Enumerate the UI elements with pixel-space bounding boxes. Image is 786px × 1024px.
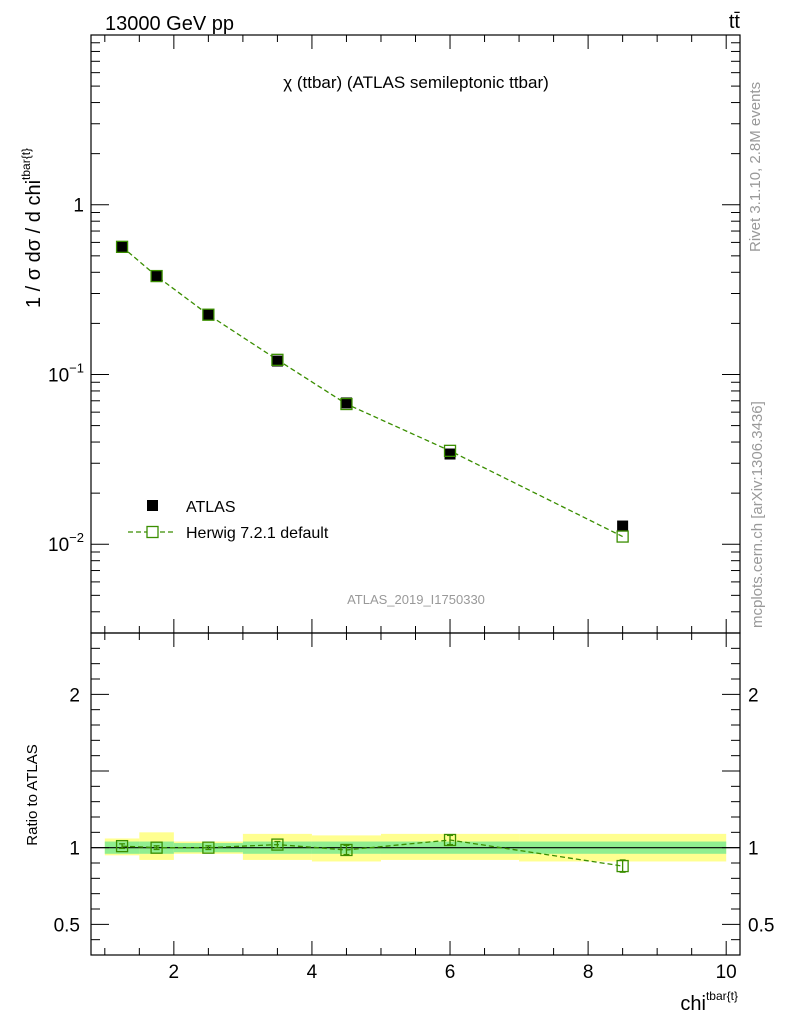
atlas-data-point <box>116 241 128 253</box>
mcplots-label: mcplots.cern.ch [arXiv:1306.3436] <box>749 401 766 628</box>
ratio-y-axis-label: Ratio to ATLAS <box>24 744 41 845</box>
svg-text:chitbar{t}: chitbar{t} <box>680 989 738 1015</box>
ratio-y-tick-label: 0.5 <box>54 915 80 936</box>
legend-marker-atlas <box>147 500 158 511</box>
main-series <box>115 240 629 543</box>
ratio-frame <box>90 632 741 956</box>
x-label-text: chi <box>680 993 706 1015</box>
herwig-point <box>202 308 215 321</box>
atlas-data-point <box>202 309 214 321</box>
main-y-axis-label: 1 / σ dσ / d chitbar{t} <box>19 148 45 308</box>
main-y-tick-label-base: 10 <box>48 535 69 556</box>
main-y-tick-label-base: 10 <box>48 365 69 386</box>
ratio-x-tick-labels: 2 4 6 8 10 <box>169 962 737 983</box>
ratio-y-tick-label: 1 <box>69 839 80 860</box>
process-label: tt̄ <box>729 11 741 33</box>
main-y-tick-labels: 10−210−11 <box>48 196 84 556</box>
main-panel: χ (ttbar) (ATLAS semileptonic ttbar) ATL… <box>19 34 741 634</box>
main-y-label-text: 1 / σ dσ / d chi <box>23 180 45 308</box>
atlas-data-point <box>151 270 163 282</box>
atlas-data-point <box>617 520 629 532</box>
legend-marker-herwig <box>146 525 159 539</box>
ratio-y-tick-label-right: 1 <box>748 839 759 860</box>
ratio-uncertainty-bands <box>91 832 740 862</box>
x-tick-label: 2 <box>169 962 180 983</box>
ratio-herwig-point <box>616 859 629 873</box>
herwig-point <box>443 444 457 457</box>
ratio-herwig-point <box>443 833 457 847</box>
main-frame <box>90 34 741 634</box>
atlas-data-point <box>444 448 456 460</box>
atlas-data-point <box>271 355 283 367</box>
main-y-tick-label-exp: −1 <box>69 360 84 375</box>
legend-label-herwig: Herwig 7.2.1 default <box>186 525 329 542</box>
ratio-herwig-point <box>115 839 129 853</box>
x-label-sup: tbar{t} <box>706 989 738 1003</box>
x-tick-label: 8 <box>583 962 594 983</box>
herwig-point <box>271 353 284 366</box>
main-y-tick-label-base: 1 <box>73 196 84 217</box>
ratio-y-tick-label-right: 2 <box>748 685 759 706</box>
rivet-version-label: Rivet 3.1.10, 2.8M events <box>747 82 764 252</box>
legend-label-atlas: ATLAS <box>186 499 236 516</box>
svg-text:1 / σ dσ / d chitbar{t}: 1 / σ dσ / d chitbar{t} <box>19 148 45 308</box>
main-title: χ (ttbar) (ATLAS semileptonic ttbar) <box>283 73 549 92</box>
herwig-point <box>115 240 129 253</box>
energy-label: 13000 GeV pp <box>105 13 234 35</box>
ratio-herwig-point <box>340 843 353 857</box>
main-y-tick-label: 10−2 <box>48 530 84 556</box>
x-tick-label: 4 <box>307 962 318 983</box>
ratio-axis-ticks <box>91 633 740 955</box>
ratio-y-tick-label: 2 <box>69 685 80 706</box>
ratio-herwig-point <box>202 841 215 854</box>
ratio-herwig-point <box>150 841 163 854</box>
main-y-tick-label-exp: −2 <box>69 530 84 545</box>
legend: ATLAS Herwig 7.2.1 default <box>128 499 329 542</box>
x-axis-label: chitbar{t} <box>680 989 738 1015</box>
ratio-y-tick-label-right: 0.5 <box>748 915 774 936</box>
herwig-point <box>150 269 163 283</box>
main-y-tick-label: 10−1 <box>48 360 84 386</box>
analysis-watermark: ATLAS_2019_I1750330 <box>347 592 485 607</box>
ratio-herwig-point <box>271 838 284 851</box>
ratio-series <box>115 833 629 873</box>
atlas-data-point <box>340 397 352 409</box>
main-y-tick-label: 1 <box>73 196 84 217</box>
x-tick-label: 6 <box>445 962 456 983</box>
ratio-y-tick-labels: 0.5 0.5 1 1 2 2 <box>54 685 775 936</box>
ratio-panel: Ratio to ATLAS 0.5 0.5 1 1 2 2 2 4 6 8 10 chitbar… <box>24 632 775 1015</box>
herwig-line <box>121 246 623 538</box>
herwig-point <box>616 530 629 543</box>
x-tick-label: 10 <box>716 962 737 983</box>
main-y-label-sup: tbar{t} <box>19 148 33 180</box>
herwig-point <box>340 397 353 411</box>
main-axis-ticks <box>91 34 740 634</box>
